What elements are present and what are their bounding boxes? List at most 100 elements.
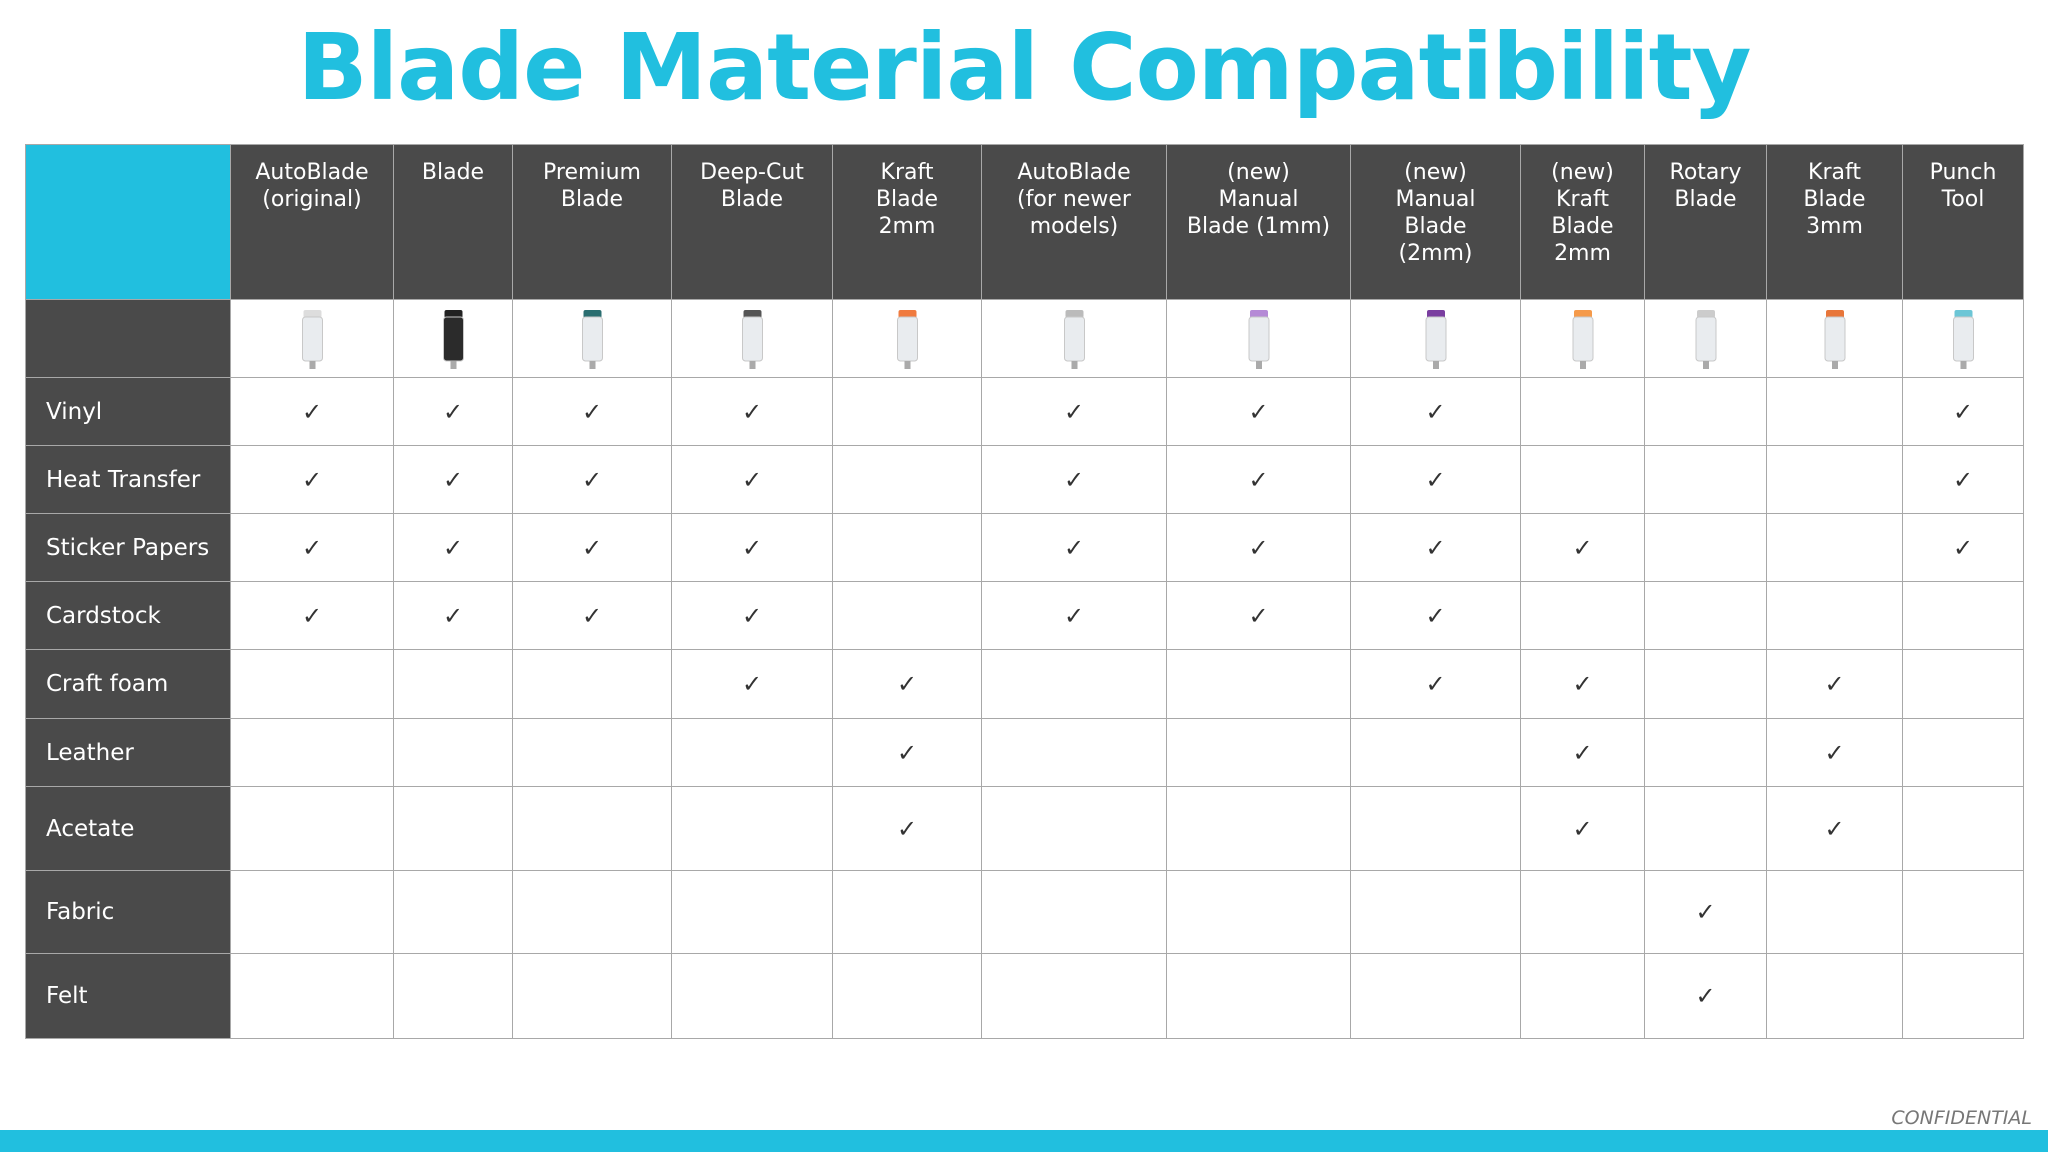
column-header: (new) Manual Blade (1mm) — [1166, 144, 1351, 300]
check-cell: ✓ — [1350, 445, 1521, 514]
blade-image-cell — [1350, 299, 1521, 378]
blade-icon — [443, 310, 464, 369]
check-cell: ✓ — [393, 581, 513, 650]
column-header: AutoBlade (original) — [230, 144, 394, 300]
check-cell — [1902, 581, 2024, 650]
blade-image-cell — [393, 299, 513, 378]
check-cell — [832, 953, 982, 1039]
check-cell — [1350, 870, 1521, 954]
check-cell — [1902, 718, 2024, 787]
check-cell — [1166, 649, 1351, 719]
check-cell — [1520, 377, 1645, 446]
column-header: (new) Kraft Blade 2mm — [1520, 144, 1645, 300]
check-cell: ✓ — [1520, 718, 1645, 787]
check-cell — [230, 870, 394, 954]
check-cell — [1644, 786, 1767, 871]
row-label: Craft foam — [25, 649, 231, 719]
check-cell — [1902, 870, 2024, 954]
check-cell — [1766, 581, 1903, 650]
blade-icon — [897, 310, 918, 369]
check-cell — [1166, 953, 1351, 1039]
check-cell: ✓ — [1166, 513, 1351, 582]
check-cell: ✓ — [1766, 718, 1903, 787]
blade-image-cell — [832, 299, 982, 378]
check-cell — [1350, 718, 1521, 787]
row-label: Felt — [25, 953, 231, 1039]
check-cell: ✓ — [981, 445, 1167, 514]
check-cell — [393, 870, 513, 954]
image-label-cell — [25, 299, 231, 378]
blade-icon — [1064, 310, 1085, 369]
check-cell: ✓ — [230, 377, 394, 446]
check-cell: ✓ — [1166, 445, 1351, 514]
check-cell — [1644, 513, 1767, 582]
check-cell: ✓ — [671, 581, 833, 650]
check-cell — [981, 649, 1167, 719]
check-cell: ✓ — [393, 377, 513, 446]
check-cell: ✓ — [671, 377, 833, 446]
check-cell: ✓ — [1520, 649, 1645, 719]
check-cell — [1644, 377, 1767, 446]
check-cell — [230, 786, 394, 871]
check-cell: ✓ — [671, 649, 833, 719]
check-cell — [1644, 445, 1767, 514]
check-cell — [981, 718, 1167, 787]
check-cell — [1766, 870, 1903, 954]
check-cell — [1766, 953, 1903, 1039]
title: Blade Material Compatibility — [297, 14, 1751, 121]
check-cell — [1902, 953, 2024, 1039]
check-cell: ✓ — [1350, 649, 1521, 719]
check-cell — [1902, 649, 2024, 719]
check-cell — [832, 513, 982, 582]
check-cell — [393, 718, 513, 787]
check-cell — [393, 786, 513, 871]
check-cell: ✓ — [981, 581, 1167, 650]
check-cell: ✓ — [1644, 953, 1767, 1039]
check-cell: ✓ — [512, 445, 672, 514]
check-cell — [1520, 445, 1645, 514]
check-cell — [512, 870, 672, 954]
check-cell — [1520, 953, 1645, 1039]
check-cell — [981, 953, 1167, 1039]
check-cell — [981, 870, 1167, 954]
column-header: AutoBlade (for newer models) — [981, 144, 1167, 300]
blade-image-cell — [1644, 299, 1767, 378]
column-header: Punch Tool — [1902, 144, 2024, 300]
check-cell: ✓ — [1350, 513, 1521, 582]
corner-cell — [25, 144, 231, 300]
check-cell — [230, 953, 394, 1039]
check-cell — [1166, 870, 1351, 954]
check-cell — [1520, 870, 1645, 954]
check-cell — [230, 649, 394, 719]
check-cell: ✓ — [1350, 581, 1521, 650]
check-cell — [1766, 513, 1903, 582]
check-cell — [1644, 649, 1767, 719]
check-cell — [671, 870, 833, 954]
check-cell — [671, 718, 833, 787]
check-cell — [1644, 718, 1767, 787]
check-cell: ✓ — [1520, 513, 1645, 582]
check-cell — [1644, 581, 1767, 650]
check-cell: ✓ — [981, 513, 1167, 582]
check-cell — [1166, 718, 1351, 787]
check-cell: ✓ — [393, 445, 513, 514]
blade-image-cell — [671, 299, 833, 378]
check-cell: ✓ — [512, 581, 672, 650]
check-cell — [512, 953, 672, 1039]
confidential-note: CONFIDENTIAL — [1891, 1107, 2032, 1129]
check-cell — [1166, 786, 1351, 871]
column-header: (new) Manual Blade (2mm) — [1350, 144, 1521, 300]
check-cell — [1350, 786, 1521, 871]
check-cell — [832, 445, 982, 514]
check-cell: ✓ — [832, 786, 982, 871]
check-cell: ✓ — [230, 513, 394, 582]
column-header: Rotary Blade — [1644, 144, 1767, 300]
check-cell: ✓ — [671, 513, 833, 582]
check-cell: ✓ — [832, 649, 982, 719]
check-cell: ✓ — [1166, 581, 1351, 650]
check-cell: ✓ — [1520, 786, 1645, 871]
check-cell — [1766, 445, 1903, 514]
check-cell: ✓ — [1766, 649, 1903, 719]
check-cell — [393, 649, 513, 719]
